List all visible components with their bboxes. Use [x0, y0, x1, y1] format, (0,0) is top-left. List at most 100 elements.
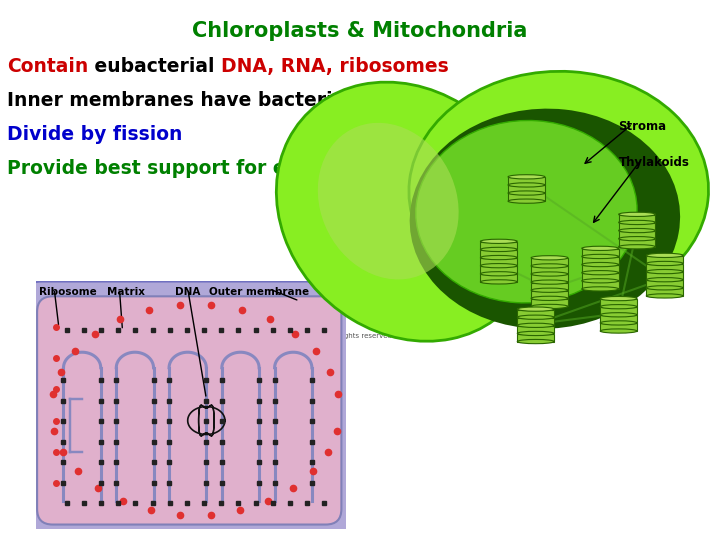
Bar [531, 266, 568, 274]
Ellipse shape [508, 175, 545, 179]
Ellipse shape [582, 271, 618, 275]
Ellipse shape [531, 280, 568, 284]
Text: DNA, RNA, ribosomes: DNA, RNA, ribosomes [222, 57, 449, 76]
Ellipse shape [517, 332, 554, 335]
Ellipse shape [531, 264, 568, 268]
Bar [508, 193, 545, 201]
Bar [480, 250, 517, 258]
Text: Thylakoids: Thylakoids [618, 156, 690, 168]
Ellipse shape [531, 296, 568, 300]
Ellipse shape [508, 199, 545, 203]
Bar [600, 307, 637, 315]
Ellipse shape [276, 82, 537, 341]
Ellipse shape [582, 246, 618, 251]
Bar [531, 258, 568, 266]
Ellipse shape [582, 254, 618, 259]
Ellipse shape [647, 286, 683, 290]
Ellipse shape [647, 253, 683, 258]
Bar [582, 265, 618, 273]
Ellipse shape [600, 321, 637, 325]
Ellipse shape [517, 307, 554, 311]
Bar [600, 315, 637, 323]
Text: Outer membrane: Outer membrane [210, 287, 310, 297]
Text: Stroma: Stroma [618, 120, 667, 133]
Bar [480, 274, 517, 282]
Ellipse shape [531, 305, 568, 308]
Ellipse shape [618, 245, 655, 249]
Ellipse shape [582, 262, 618, 267]
Text: Ribosome: Ribosome [39, 287, 96, 297]
Bar [531, 274, 568, 282]
Ellipse shape [618, 212, 655, 217]
Bar [647, 264, 683, 272]
Text: ©Wiley and Sons, Inc. All rights reserved.: ©Wiley and Sons, Inc. All rights reserve… [248, 332, 395, 339]
Bar [517, 318, 554, 325]
Ellipse shape [480, 272, 517, 276]
Ellipse shape [600, 313, 637, 317]
Bar [517, 309, 554, 317]
Ellipse shape [480, 264, 517, 268]
Ellipse shape [480, 247, 517, 252]
Ellipse shape [480, 280, 517, 284]
Ellipse shape [647, 261, 683, 266]
Ellipse shape [508, 191, 545, 195]
Bar [647, 288, 683, 296]
Ellipse shape [318, 123, 459, 280]
Bar [517, 326, 554, 333]
FancyBboxPatch shape [20, 281, 359, 540]
Ellipse shape [600, 296, 637, 301]
Bar [618, 231, 655, 239]
Ellipse shape [480, 255, 517, 260]
Bar [517, 334, 554, 341]
Ellipse shape [647, 278, 683, 282]
Ellipse shape [600, 329, 637, 333]
Ellipse shape [531, 255, 568, 260]
Bar [647, 256, 683, 264]
Ellipse shape [647, 294, 683, 298]
Bar [582, 249, 618, 256]
Text: Divide by fission: Divide by fission [7, 125, 183, 144]
Bar [647, 280, 683, 288]
Ellipse shape [618, 220, 655, 225]
Ellipse shape [582, 279, 618, 283]
Ellipse shape [618, 228, 655, 233]
Ellipse shape [600, 305, 637, 309]
Bar [618, 223, 655, 231]
Bar [480, 258, 517, 266]
Bar [647, 272, 683, 280]
Bar [531, 282, 568, 290]
Bar [618, 239, 655, 247]
Ellipse shape [480, 239, 517, 244]
Ellipse shape [531, 288, 568, 292]
Ellipse shape [517, 340, 554, 343]
Bar [480, 266, 517, 274]
Bar [508, 177, 545, 185]
Bar [508, 185, 545, 193]
Text: eubacterial: eubacterial [89, 57, 222, 76]
Ellipse shape [582, 287, 618, 291]
FancyBboxPatch shape [37, 296, 341, 524]
Text: Matrix: Matrix [107, 287, 145, 297]
Bar [582, 273, 618, 281]
Bar [480, 242, 517, 249]
Bar [582, 257, 618, 265]
Bar [531, 299, 568, 306]
Text: Inner membranes have bacterial lipids: Inner membranes have bacterial lipids [7, 91, 416, 110]
Ellipse shape [517, 323, 554, 327]
Ellipse shape [508, 183, 545, 187]
Bar [600, 299, 637, 307]
Ellipse shape [647, 269, 683, 274]
Ellipse shape [409, 71, 708, 310]
Ellipse shape [531, 272, 568, 276]
Bar [600, 323, 637, 331]
Bar [582, 281, 618, 289]
Ellipse shape [618, 237, 655, 241]
Bar [618, 215, 655, 222]
Ellipse shape [411, 110, 679, 327]
Text: Chloroplasts & Mitochondria: Chloroplasts & Mitochondria [192, 21, 528, 40]
Text: Provide best support for endosymbiosis theory: Provide best support for endosymbiosis t… [7, 159, 505, 178]
Bar [531, 291, 568, 298]
Ellipse shape [517, 315, 554, 319]
Ellipse shape [415, 120, 637, 303]
Text: DNA: DNA [175, 287, 201, 297]
